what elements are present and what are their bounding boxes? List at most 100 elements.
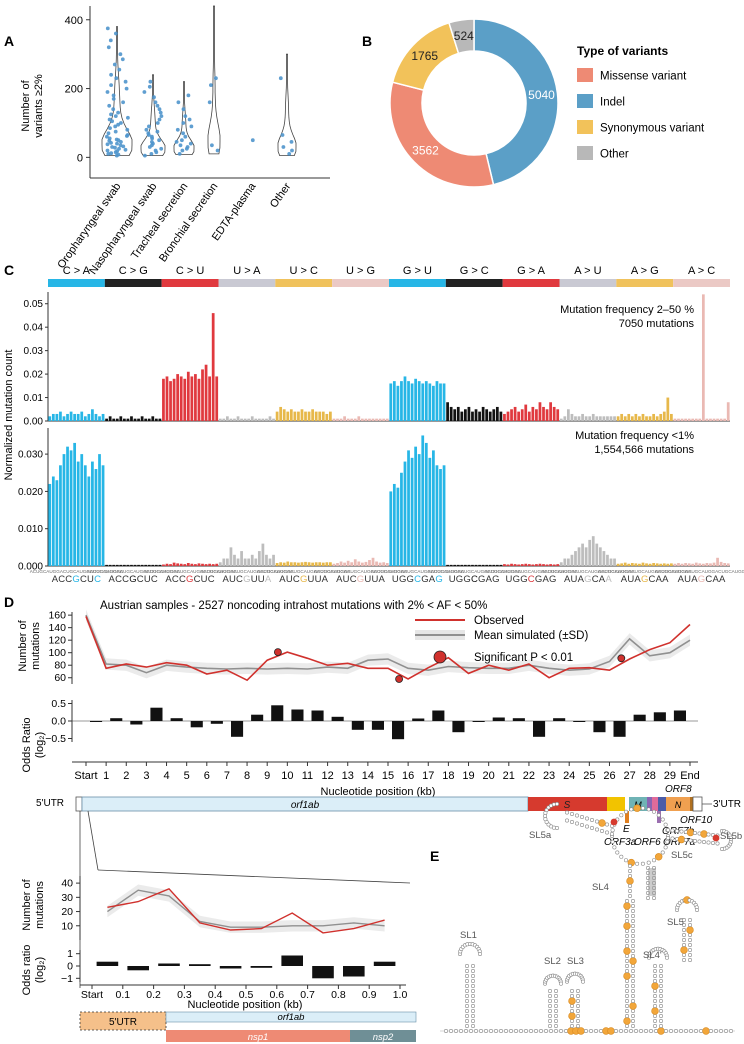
spectrum-top-bar (439, 383, 442, 421)
context-base: A (578, 574, 585, 585)
spectrum-top-bar (712, 418, 716, 421)
spectrum-top-bar (69, 411, 73, 421)
rna-nucleotide (627, 863, 632, 868)
gene-orf10 (690, 797, 693, 811)
spectrum-bottom-bar (662, 563, 666, 566)
rna-nucleotide (668, 1029, 673, 1034)
spectrum-bottom-bar (698, 563, 702, 566)
rna-nucleotide (665, 835, 670, 840)
spectrum-bottom-bar (389, 491, 393, 566)
rna-nucleotide (470, 993, 475, 998)
spectrum-bottom-bar (339, 561, 343, 566)
d-sd-band (86, 609, 690, 679)
gene-orf6-label: ORF6 (634, 837, 661, 848)
spectrum-top-bar (304, 411, 307, 421)
violin-point (123, 147, 128, 152)
spectrum-top-bar (492, 409, 496, 421)
rna-nucleotide (547, 1008, 552, 1013)
dz-ytick-label: 30 (61, 892, 73, 904)
context-small-sequence: ACUGCAUGGACUGCAUGGACUGCAUGGA (257, 569, 351, 574)
violin-point (114, 31, 118, 36)
violin-point (113, 145, 117, 150)
spectrum-top-bar (378, 418, 382, 421)
spectrum-bottom-bar (176, 563, 180, 566)
spectrum-bottom-bar (382, 562, 386, 566)
gene-orf7a (652, 797, 658, 811)
spectrum-bottom-bar (453, 564, 457, 566)
violin-point (214, 76, 218, 81)
spectrum-bottom-bar (620, 563, 624, 566)
spectrum-top-bar (321, 411, 325, 421)
context-base: C (236, 574, 243, 585)
context-base: U (371, 574, 378, 585)
gene-n-label: N (675, 800, 682, 810)
spectrum-top-bar (229, 418, 233, 421)
rna-nucleotide (629, 807, 634, 812)
spectrum-top-bar (474, 409, 478, 421)
spectrum-bottom-bar (591, 536, 595, 566)
rna-nucleotide (683, 1029, 688, 1034)
context-motif: AUAGCAA (621, 574, 669, 585)
rna-nucleotide (553, 988, 558, 993)
rna-nucleotide-mutated (629, 1002, 637, 1010)
rna-nucleotide (678, 1029, 683, 1034)
d-ylabel: Number ofmutations (17, 619, 42, 671)
spectrum-top-bar (211, 313, 215, 421)
context-base: G (186, 574, 194, 585)
rna-nucleotide (693, 1029, 698, 1034)
d-xtick-label: 26 (603, 770, 615, 782)
rna-nucleotide (569, 1008, 574, 1013)
violin-point (109, 72, 113, 77)
rna-nucleotide (706, 840, 711, 845)
spectrum-top-bar (449, 406, 453, 421)
violin-axis: 0 200 400 (65, 6, 330, 179)
violin-point (250, 138, 255, 143)
spectrum-bottom-bar (91, 461, 94, 566)
context-motif: ACCGCUC (165, 574, 214, 585)
spectrum-top-bar (701, 294, 705, 421)
d-xtick-label: 29 (664, 770, 676, 782)
context-base: G (463, 574, 471, 585)
rna-nucleotide (554, 801, 559, 806)
rna-nucleotide-mutated (686, 926, 694, 934)
spectrum-bottom-bar (574, 551, 577, 566)
d-odds-bar (251, 714, 264, 721)
spectrum-top-bar (371, 418, 375, 421)
legend-swatch (577, 146, 593, 160)
rna-nucleotide (624, 928, 629, 933)
violin-point (111, 107, 116, 112)
spectrum-top-bar (670, 413, 673, 421)
rna-nucleotide (670, 828, 675, 833)
d-xtick-label: 8 (244, 770, 250, 782)
violin-point (125, 133, 130, 137)
context-base: A (605, 574, 612, 585)
violin-point (278, 76, 283, 81)
spectrum-bottom-bar (254, 558, 258, 566)
sequence-context: ACUGCAUGGACUGCAUGGACUGCAUGGAACCGCUCACUGC… (30, 569, 744, 585)
violin-point (118, 143, 123, 148)
rna-nucleotide (643, 1029, 648, 1034)
d-odds-ytick-label: 0.5 (51, 698, 66, 710)
spectrum-top-bar (410, 383, 414, 421)
d-odds-bar (392, 721, 405, 740)
rna-nucleotide (630, 993, 635, 998)
rna-nucleotide (630, 1018, 635, 1023)
rna-nucleotide (681, 937, 686, 942)
spectrum-top-bar (51, 413, 55, 421)
mutation-type-label: U > G (346, 265, 375, 277)
spectrum-top-bar (520, 409, 524, 421)
spectrum-bottom-bar (630, 563, 634, 566)
spectrum-bottom-bar (126, 564, 130, 566)
rna-nucleotide (635, 861, 640, 866)
rna-nucleotide (464, 963, 469, 968)
spectrum-bottom-bar (51, 476, 55, 566)
rna-nucleotide (583, 1029, 588, 1034)
spectrum-top-bar (297, 411, 300, 421)
violin-point (116, 122, 120, 127)
d-xtick-label: Start (74, 770, 97, 782)
d-xtick-label: 24 (563, 770, 575, 782)
spectrum-top-bar (503, 413, 506, 421)
dz-sd-band (107, 884, 385, 933)
spectrum-bottom-bar (655, 563, 659, 566)
context-base: G (407, 574, 415, 585)
